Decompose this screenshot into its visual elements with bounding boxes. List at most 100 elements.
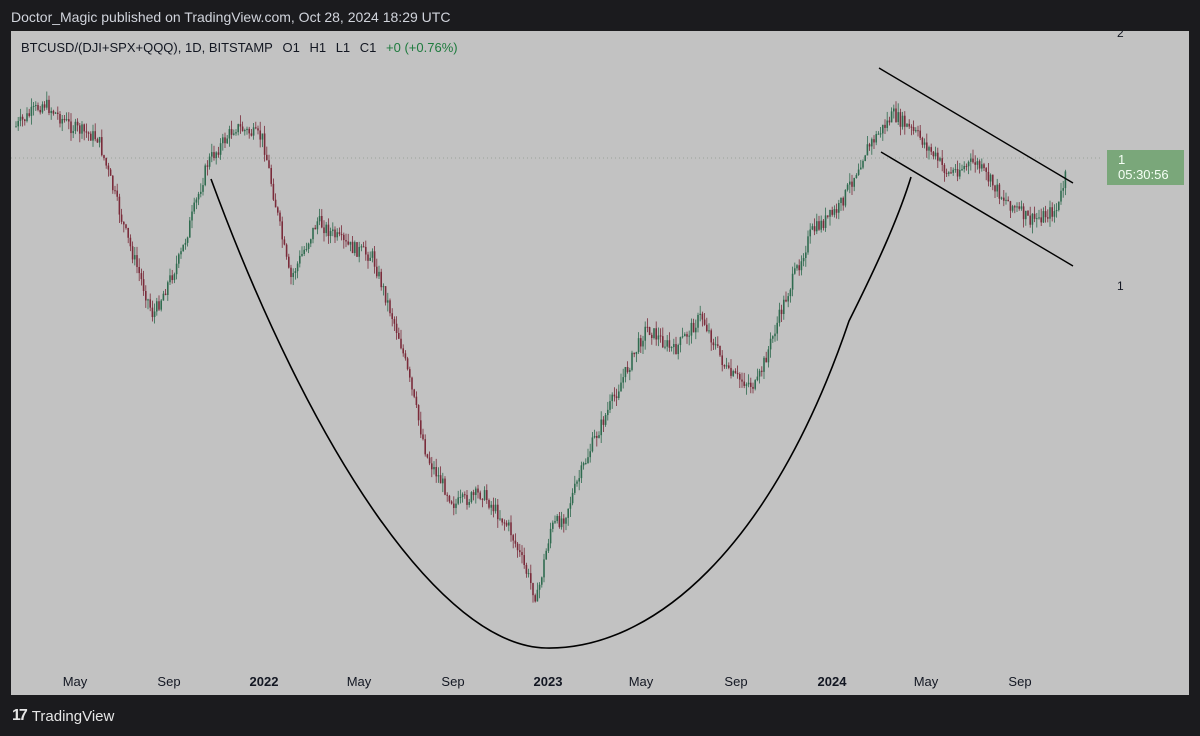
- candle: [318, 208, 321, 226]
- candle: [1044, 205, 1047, 223]
- candle: [230, 120, 233, 139]
- candle: [1007, 196, 1009, 202]
- candle: [125, 223, 127, 230]
- candle: [545, 548, 547, 560]
- candle: [400, 329, 402, 350]
- candle: [574, 475, 576, 495]
- candle: [508, 519, 510, 532]
- candle: [686, 331, 688, 344]
- candle: [193, 197, 195, 215]
- candle: [1049, 200, 1051, 227]
- cup-curve[interactable]: [210, 176, 912, 649]
- candle: [479, 490, 481, 501]
- candle: [435, 458, 437, 483]
- candle: [48, 95, 50, 116]
- candle: [164, 289, 167, 296]
- candle: [1053, 204, 1056, 223]
- candle: [182, 244, 184, 252]
- candle: [19, 108, 22, 127]
- candle: [943, 163, 946, 182]
- candle: [195, 197, 198, 210]
- candle: [631, 350, 633, 372]
- candle: [527, 568, 530, 578]
- candle: [81, 121, 83, 139]
- candle: [772, 335, 774, 343]
- candle: [879, 126, 882, 138]
- candle: [565, 516, 567, 531]
- candle: [1009, 200, 1012, 219]
- candle: [664, 339, 666, 350]
- candle: [809, 223, 811, 244]
- footer: 17 TradingView: [12, 707, 114, 725]
- candle: [787, 292, 789, 308]
- candle: [690, 318, 693, 344]
- candle: [160, 298, 162, 312]
- candle: [510, 515, 512, 542]
- candle: [272, 178, 275, 202]
- candle: [723, 364, 726, 369]
- candle: [292, 268, 294, 286]
- candle: [849, 173, 851, 194]
- candle: [877, 131, 880, 135]
- candle: [217, 146, 220, 158]
- candle: [798, 259, 800, 276]
- candle: [679, 336, 682, 353]
- candle: [994, 184, 996, 198]
- candle: [406, 356, 409, 371]
- candle: [791, 266, 794, 297]
- candle: [811, 223, 814, 231]
- candle: [541, 576, 543, 588]
- candle: [778, 302, 781, 327]
- candle: [763, 356, 765, 379]
- candle: [450, 500, 453, 505]
- candle: [1058, 201, 1060, 212]
- candle: [490, 501, 492, 515]
- candle: [890, 107, 893, 123]
- candle: [26, 107, 28, 123]
- candle: [728, 362, 730, 370]
- candle: [648, 326, 651, 336]
- candle: [578, 469, 580, 491]
- candle: [974, 155, 976, 173]
- candle: [549, 522, 552, 549]
- low-value: L1: [335, 40, 351, 55]
- candle: [983, 162, 985, 172]
- candle: [167, 280, 169, 301]
- candle: [268, 154, 270, 169]
- candle: [673, 338, 675, 355]
- candle: [710, 328, 712, 351]
- candle: [734, 368, 737, 374]
- candle: [65, 112, 68, 122]
- candle: [743, 372, 745, 389]
- candle: [745, 382, 748, 395]
- candle: [651, 332, 653, 345]
- symbol-ticker[interactable]: BTCUSD/(DJI+SPX+QQQ), 1D, BITSTAMP: [21, 40, 273, 55]
- channel-lower-line[interactable]: [880, 151, 1074, 267]
- candle: [259, 121, 261, 148]
- candle: [283, 236, 286, 246]
- time-axis-label: 2022: [249, 674, 279, 689]
- candle: [486, 484, 488, 504]
- candle: [39, 105, 41, 115]
- candle: [112, 175, 114, 194]
- candle: [92, 124, 94, 147]
- price-chart[interactable]: [11, 31, 1189, 671]
- candle: [829, 209, 831, 226]
- time-axis[interactable]: May Sep 2022 May Sep 2023 May Sep 2024 May Sep: [11, 671, 1189, 695]
- candle: [288, 253, 290, 269]
- candle: [85, 123, 88, 138]
- candle: [54, 111, 57, 114]
- candle: [107, 162, 110, 177]
- chart-panel[interactable]: BTCUSD/(DJI+SPX+QQQ), 1D, BITSTAMP O1 H1…: [11, 31, 1189, 695]
- candle: [475, 486, 477, 504]
- candle: [721, 350, 723, 372]
- candle: [477, 484, 479, 499]
- high-value: H1: [309, 40, 327, 55]
- candle: [754, 379, 756, 391]
- candle: [362, 241, 365, 248]
- candle: [840, 197, 842, 211]
- candle: [428, 451, 431, 466]
- candle: [325, 221, 327, 237]
- candle: [109, 168, 112, 176]
- channel-upper-line[interactable]: [878, 67, 1074, 184]
